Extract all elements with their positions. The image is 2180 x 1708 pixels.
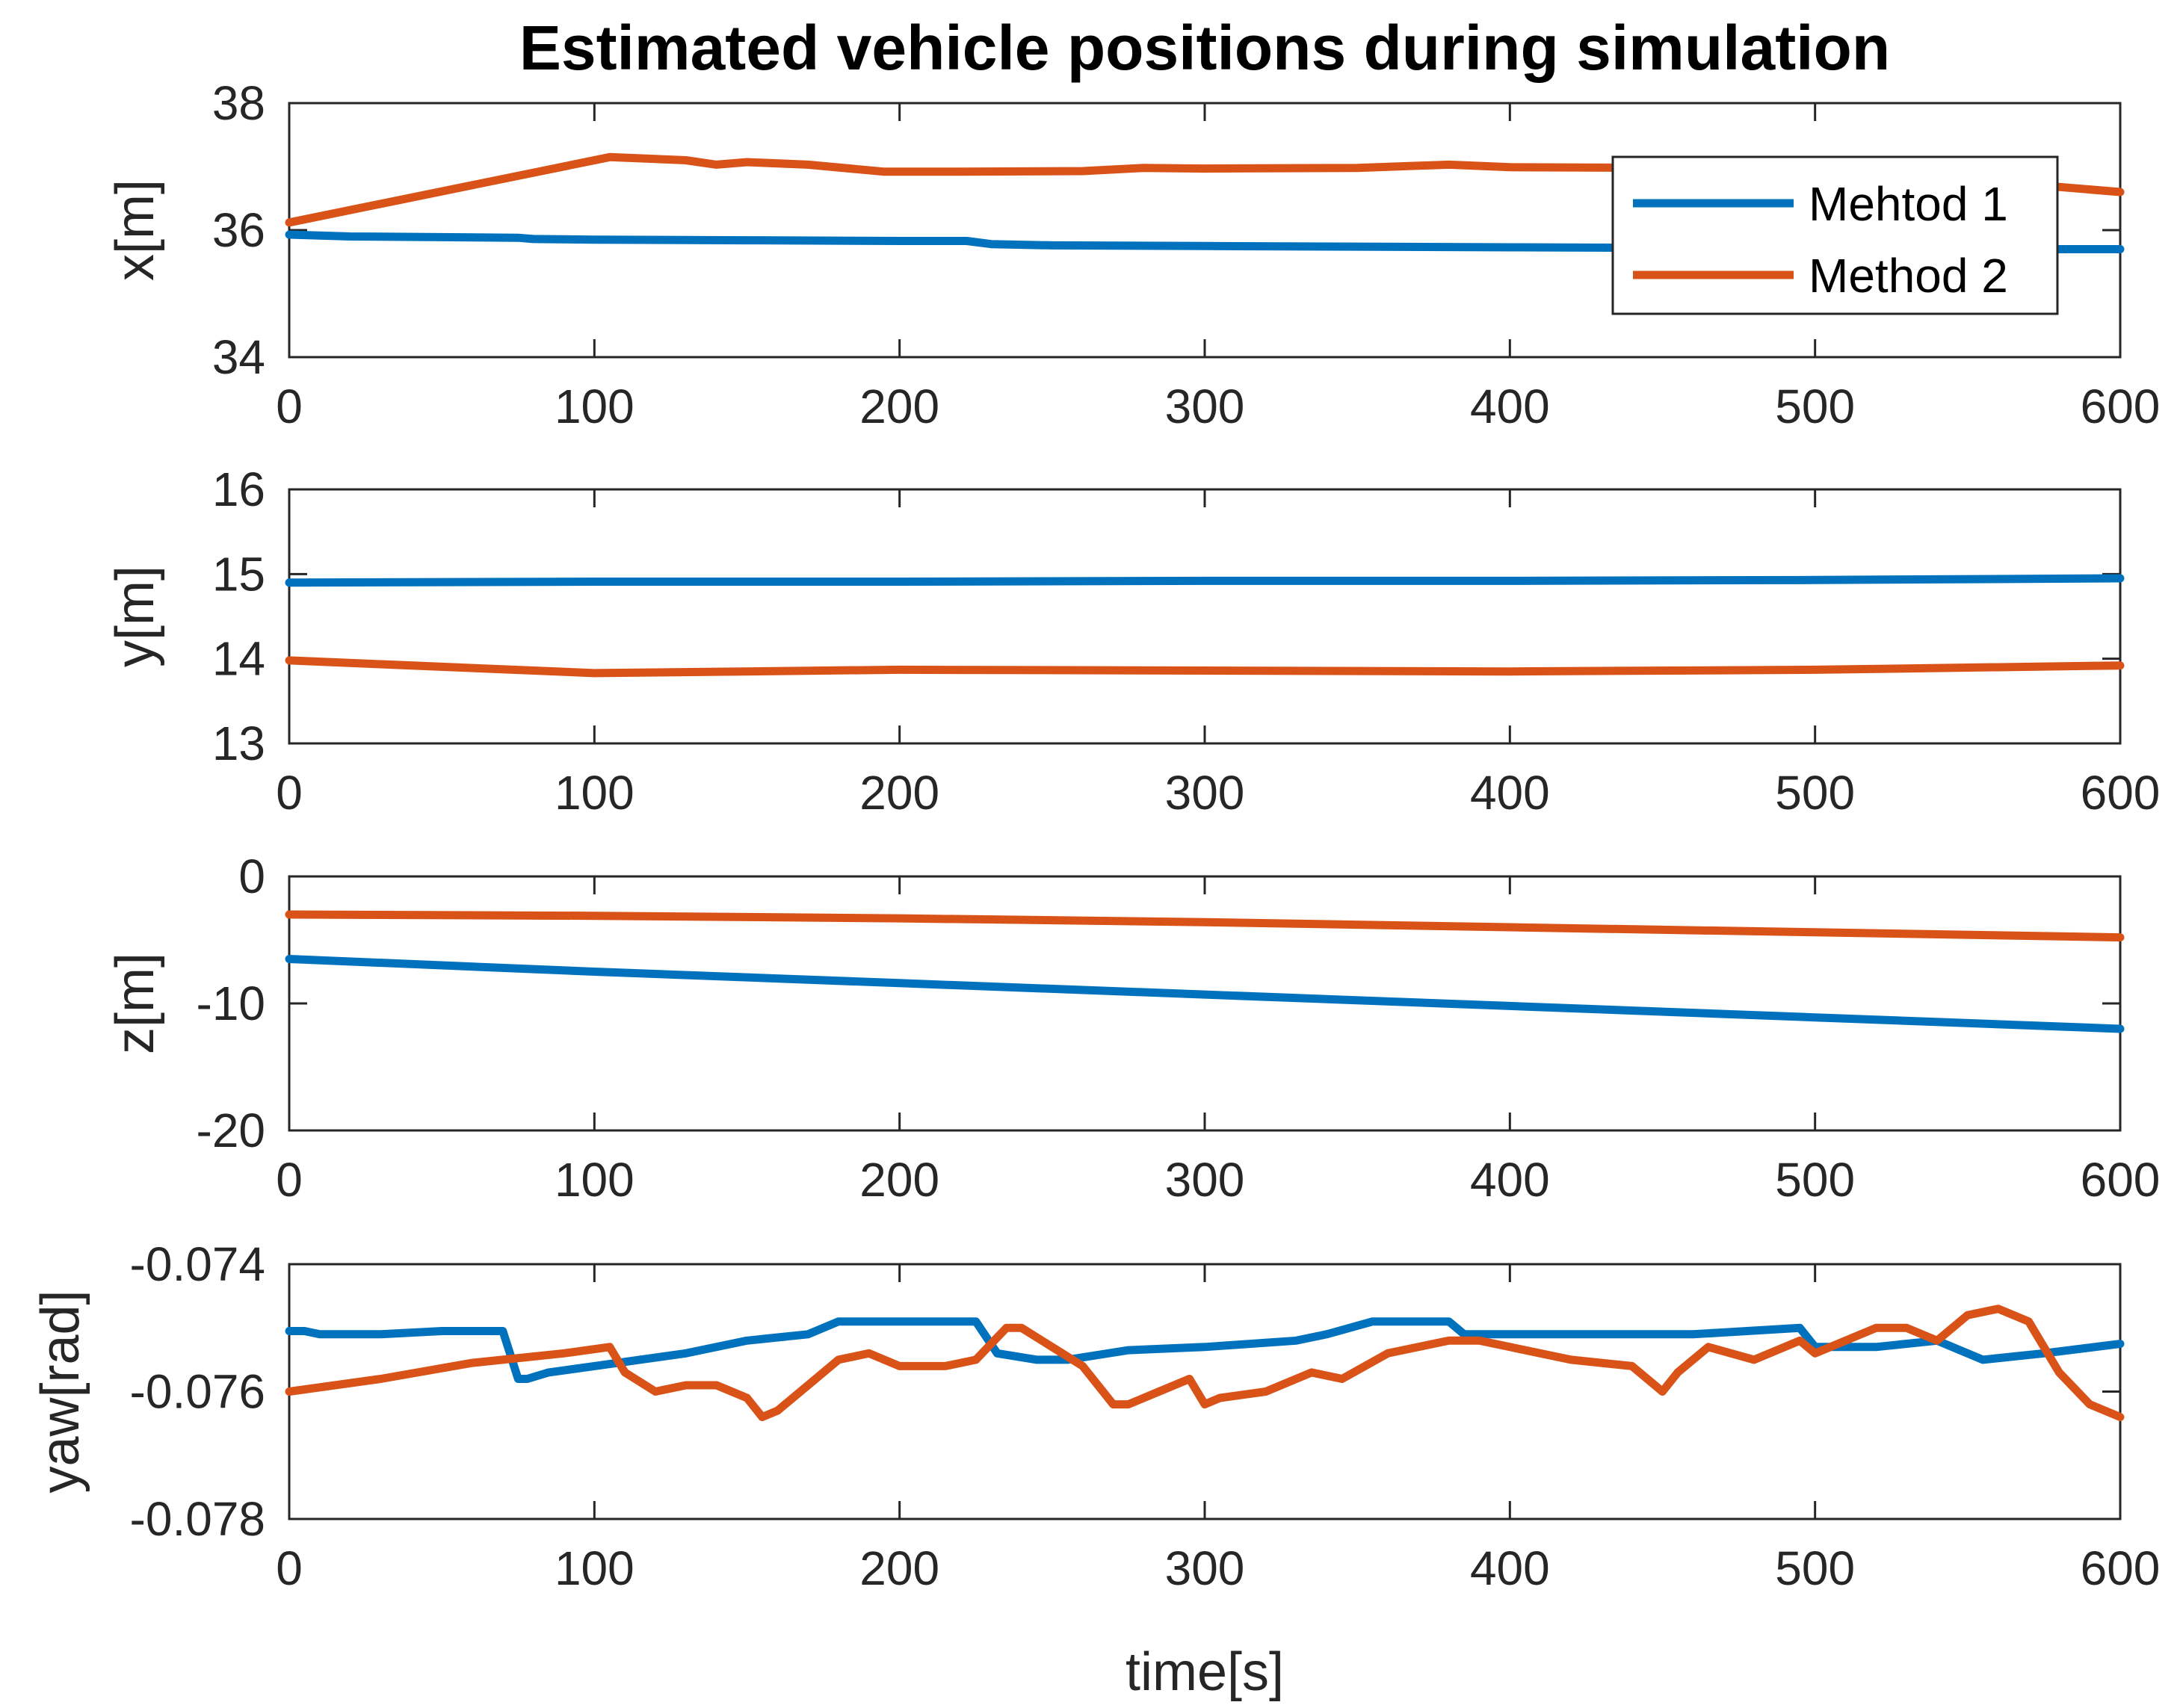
y-tick-label: -10 [197,977,266,1030]
legend-box [1611,155,2059,315]
x-tick-label: 200 [859,1153,939,1207]
x-tick-label: 500 [1775,1153,1855,1207]
legend-label-method-1: Mehtod 1 [1809,177,2008,231]
x-tick-label: 600 [2081,766,2161,820]
x-tick-label: 500 [1775,1541,1855,1595]
x-tick-label: 300 [1165,1153,1245,1207]
y-tick-label: -0.078 [130,1492,265,1546]
x-tick-label: 100 [555,380,634,433]
legend: Mehtod 1 Method 2 [1611,155,2059,315]
x-tick-label: 100 [555,1153,634,1207]
x-tick-label: 0 [276,1541,303,1595]
x-tick-label: 200 [859,1541,939,1595]
x-tick-label: 600 [2081,1541,2161,1595]
plot-area [288,1263,2122,1520]
y-tick-label: -0.076 [130,1365,265,1419]
x-tick-label: 500 [1775,766,1855,820]
x-tick-label: 400 [1470,1153,1550,1207]
x-tick-label: 500 [1775,380,1855,433]
series-line-method-2 [285,910,2125,942]
chart-title: Estimated vehicle positions during simul… [519,13,1890,83]
x-tick-label: 100 [555,1541,634,1595]
y-axis-label: yaw[rad] [31,1290,90,1493]
y-tick-label: -20 [197,1104,266,1157]
x-tick-label: 600 [2081,380,2161,433]
x-tick-label: 300 [1165,380,1245,433]
y-axis-label: y[m] [105,566,165,667]
y-tick-label: -0.074 [130,1237,265,1291]
y-tick-label: 13 [212,717,265,770]
y-tick-label: 14 [212,632,265,686]
subplots: 0 100 200 300 400 500 600 34 36 38 x[m] 0 100 200 300 4… [31,76,2160,1595]
y-tick-label: 38 [212,76,265,130]
x-tick-label: 300 [1165,766,1245,820]
y-tick-label: 16 [212,462,265,516]
subplot-2: 0 100 200 300 400 500 600 13 14 15 16 y[m] [105,462,2160,820]
y-axis-label: z[m] [105,953,165,1054]
series-line-mehtod-1 [285,574,2125,587]
subplot-4: 0 100 200 300 400 500 600 -0.078 -0.076 -0.074 yaw… [31,1237,2160,1595]
y-tick-label: 0 [238,850,265,903]
x-tick-label: 300 [1165,1541,1245,1595]
x-tick-label: 400 [1470,380,1550,433]
y-tick-label: 34 [212,330,265,384]
x-tick-label: 0 [276,380,303,433]
y-tick-label: 15 [212,547,265,601]
x-tick-label: 0 [276,1153,303,1207]
series-line-method-2 [285,1305,2125,1422]
x-tick-label: 100 [555,766,634,820]
series-line-method-2 [285,656,2125,678]
x-tick-label: 200 [859,766,939,820]
x-axis-label: time[s] [1125,1642,1284,1702]
x-tick-label: 0 [276,766,303,820]
x-tick-label: 200 [859,380,939,433]
series-line-mehtod-1 [285,955,2125,1033]
plot-area [288,488,2122,745]
x-tick-label: 400 [1470,1541,1550,1595]
legend-label-method-2: Method 2 [1809,249,2008,303]
y-tick-label: 36 [212,203,265,257]
x-tick-label: 600 [2081,1153,2161,1207]
y-axis-label: x[m] [105,179,165,281]
subplot-3: 0 100 200 300 400 500 600 -20 -10 0 z[m] [105,850,2160,1207]
x-tick-label: 400 [1470,766,1550,820]
